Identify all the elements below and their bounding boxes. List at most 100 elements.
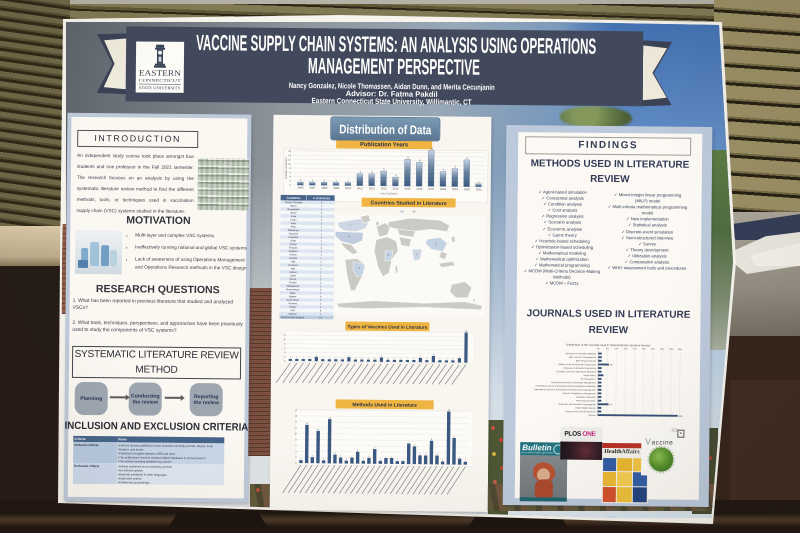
svg-text:1: 1 bbox=[397, 459, 399, 461]
svg-text:Bangladesh: Bangladesh bbox=[287, 209, 300, 211]
svg-text:Gambia: Gambia bbox=[289, 258, 298, 260]
svg-text:1: 1 bbox=[296, 357, 298, 359]
svg-text:MANAGEMENT PERSPECTIVE: MANAGEMENT PERSPECTIVE bbox=[308, 53, 480, 80]
svg-text:Number of Articles: Number of Articles bbox=[284, 157, 288, 179]
svg-text:6: 6 bbox=[455, 165, 457, 169]
svg-text:18: 18 bbox=[295, 410, 298, 412]
svg-text:1: 1 bbox=[320, 258, 322, 260]
svg-text:13: 13 bbox=[306, 423, 309, 425]
svg-text:14: 14 bbox=[295, 422, 298, 424]
svg-text:6: 6 bbox=[414, 445, 416, 447]
svg-text:1: 1 bbox=[324, 178, 326, 182]
svg-text:1: 1 bbox=[320, 303, 322, 305]
svg-text:1: 1 bbox=[355, 358, 357, 360]
svg-text:8: 8 bbox=[289, 166, 291, 170]
svg-text:Congo: Congo bbox=[290, 244, 298, 246]
svg-text:USA: USA bbox=[290, 309, 295, 312]
svg-text:1: 1 bbox=[321, 230, 323, 232]
svg-text:1: 1 bbox=[363, 459, 365, 461]
svg-text:Methods Used in Literature: Methods Used in Literature bbox=[352, 402, 417, 409]
svg-text:18: 18 bbox=[448, 410, 451, 412]
svg-text:Vaccine: Vaccine bbox=[588, 415, 596, 417]
svg-text:South Africa: South Africa bbox=[286, 299, 299, 302]
svg-text:4: 4 bbox=[387, 253, 389, 257]
svg-text:1: 1 bbox=[320, 272, 322, 274]
svg-text:11: 11 bbox=[317, 429, 320, 431]
svg-text:5: 5 bbox=[383, 167, 385, 171]
svg-text:12: 12 bbox=[288, 158, 291, 162]
svg-text:12: 12 bbox=[294, 427, 297, 429]
svg-text:12: 12 bbox=[430, 147, 433, 151]
svg-text:5%: 5% bbox=[606, 348, 609, 350]
svg-text:1: 1 bbox=[380, 459, 382, 461]
svg-text:Chad: Chad bbox=[291, 216, 297, 218]
svg-text:Vietnam: Vietnam bbox=[288, 313, 296, 316]
svg-text:7: 7 bbox=[408, 442, 410, 444]
svg-text:2: 2 bbox=[321, 209, 323, 211]
svg-text:9: 9 bbox=[466, 156, 468, 160]
svg-text:1: 1 bbox=[320, 269, 322, 271]
svg-text:Philippines: Philippines bbox=[288, 230, 300, 232]
svg-text:1: 1 bbox=[452, 359, 454, 361]
svg-text:BMC Journal of Management: BMC Journal of Management bbox=[569, 356, 596, 359]
svg-text:Brazil: Brazil bbox=[291, 212, 297, 215]
svg-text:Tanzania: Tanzania bbox=[289, 233, 299, 235]
svg-text:2017: 2017 bbox=[428, 187, 435, 191]
svg-text:2: 2 bbox=[316, 355, 318, 357]
svg-text:Types of Vaccines Used in Lite: Types of Vaccines Used in Literature bbox=[347, 324, 427, 330]
svg-text:2010: 2010 bbox=[345, 186, 352, 190]
svg-text:4: 4 bbox=[289, 175, 291, 179]
svg-text:2019: 2019 bbox=[452, 187, 459, 191]
svg-text:1: 1 bbox=[303, 357, 305, 359]
svg-text:6: 6 bbox=[289, 170, 291, 174]
svg-text:1: 1 bbox=[321, 241, 323, 243]
svg-text:12: 12 bbox=[283, 335, 286, 337]
svg-text:Journal of Modelling in Manage: Journal of Modelling in Management bbox=[562, 392, 596, 395]
svg-text:VACCINE SUPPLY CHAIN SYSTEMS:: VACCINE SUPPLY CHAIN SYSTEMS: AN ANALYSI… bbox=[196, 30, 596, 59]
svg-text:5: 5 bbox=[443, 168, 445, 172]
svg-text:2: 2 bbox=[289, 179, 291, 183]
svg-text:1: 1 bbox=[387, 358, 389, 360]
svg-text:Advisor: Dr. Fatma Pakdil: Advisor: Dr. Fatma Pakdil bbox=[346, 89, 438, 99]
svg-text:1: 1 bbox=[402, 459, 404, 461]
svg-text:6%: 6% bbox=[610, 365, 613, 367]
svg-text:Honduras: Honduras bbox=[288, 264, 299, 267]
svg-text:2: 2 bbox=[321, 223, 323, 225]
svg-text:Benin: Benin bbox=[291, 206, 298, 208]
svg-text:1: 1 bbox=[342, 358, 344, 360]
svg-text:1: 1 bbox=[350, 223, 352, 227]
svg-text:India: India bbox=[291, 223, 297, 225]
svg-text:Thailand: Thailand bbox=[288, 303, 298, 305]
svg-text:Advances in Preventive Medicin: Advances in Preventive Medicine bbox=[566, 352, 597, 355]
svg-text:1: 1 bbox=[336, 178, 338, 182]
svg-text:8: 8 bbox=[296, 439, 298, 441]
svg-text:Computers & Industrial Enginee: Computers & Industrial Engineering bbox=[563, 367, 597, 370]
svg-text:9: 9 bbox=[454, 436, 456, 438]
svg-text:6%: 6% bbox=[610, 404, 613, 406]
svg-text:14: 14 bbox=[465, 331, 468, 333]
svg-text:9: 9 bbox=[407, 155, 409, 159]
svg-text:Science of the Total Environme: Science of the Total Environment bbox=[565, 410, 596, 413]
svg-text:20%: 20% bbox=[633, 348, 637, 350]
svg-text:1: 1 bbox=[413, 358, 415, 360]
svg-text:3: 3 bbox=[433, 354, 435, 356]
svg-text:44%: 44% bbox=[679, 416, 683, 418]
svg-text:2: 2 bbox=[320, 290, 322, 292]
svg-text:2006: 2006 bbox=[298, 186, 305, 190]
svg-text:England: England bbox=[289, 251, 298, 253]
svg-text:3: 3 bbox=[358, 266, 360, 270]
svg-text:Year Published: Year Published bbox=[380, 191, 398, 195]
svg-text:2: 2 bbox=[320, 262, 322, 264]
svg-text:Public Health Reports: Public Health Reports bbox=[576, 407, 596, 410]
svg-text:2: 2 bbox=[348, 355, 350, 357]
svg-text:8: 8 bbox=[285, 344, 287, 346]
svg-text:1: 1 bbox=[465, 460, 467, 462]
svg-text:1: 1 bbox=[320, 276, 322, 278]
svg-text:IIE Transactions: IIE Transactions bbox=[581, 378, 596, 381]
svg-text:3: 3 bbox=[321, 220, 323, 222]
svg-text:0: 0 bbox=[289, 183, 291, 187]
svg-text:Italy: Italy bbox=[291, 267, 296, 270]
svg-text:1: 1 bbox=[321, 216, 323, 218]
svg-text:4: 4 bbox=[359, 170, 361, 174]
svg-text:1: 1 bbox=[321, 237, 323, 239]
